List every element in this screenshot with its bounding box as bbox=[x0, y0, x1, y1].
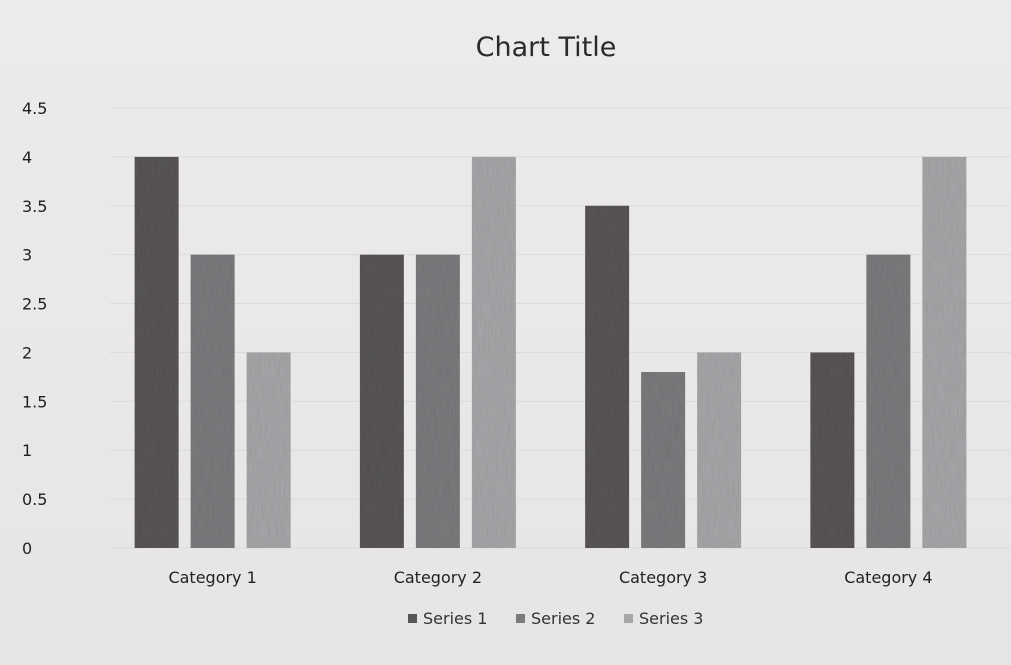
bar-series-1-category-2 bbox=[359, 254, 404, 548]
y-tick-label: 4 bbox=[22, 148, 32, 167]
x-axis-ticks: Category 1 Category 2 Category 3 Category 4 bbox=[168, 568, 932, 587]
legend-swatch-series-1 bbox=[408, 614, 417, 623]
y-tick-label: 2 bbox=[22, 343, 32, 362]
y-tick-label: 0.5 bbox=[22, 490, 47, 509]
x-tick-label: Category 4 bbox=[844, 568, 932, 587]
y-tick-label: 1 bbox=[22, 441, 32, 460]
x-tick-label: Category 1 bbox=[168, 568, 256, 587]
bar-series-2-category-3 bbox=[641, 372, 686, 548]
y-axis-ticks: 0 0.5 1 1.5 2 2.5 3 3.5 4 4.5 bbox=[22, 99, 47, 558]
bar-series-3-category-2 bbox=[471, 156, 516, 548]
legend-label-series-3: Series 3 bbox=[639, 609, 703, 628]
bars bbox=[134, 156, 967, 548]
bar-series-3-category-4 bbox=[922, 156, 967, 548]
bar-series-3-category-3 bbox=[697, 352, 742, 548]
y-tick-label: 4.5 bbox=[22, 99, 47, 118]
bar-series-1-category-3 bbox=[585, 205, 630, 548]
y-tick-label: 3 bbox=[22, 246, 32, 265]
bar-series-1-category-4 bbox=[810, 352, 855, 548]
x-tick-label: Category 3 bbox=[619, 568, 707, 587]
legend: Series 1 Series 2 Series 3 bbox=[408, 609, 703, 628]
bar-series-2-category-2 bbox=[415, 254, 460, 548]
y-tick-label: 2.5 bbox=[22, 295, 47, 314]
legend-swatch-series-3 bbox=[624, 614, 633, 623]
y-tick-label: 0 bbox=[22, 539, 32, 558]
chart-title: Chart Title bbox=[476, 32, 617, 63]
legend-swatch-series-2 bbox=[516, 614, 525, 623]
bar-series-3-category-1 bbox=[246, 352, 291, 548]
y-tick-label: 1.5 bbox=[22, 392, 47, 411]
bar-series-2-category-4 bbox=[866, 254, 911, 548]
bar-series-1-category-1 bbox=[134, 156, 179, 548]
legend-label-series-2: Series 2 bbox=[531, 609, 595, 628]
legend-label-series-1: Series 1 bbox=[423, 609, 487, 628]
bar-series-2-category-1 bbox=[190, 254, 235, 548]
y-tick-label: 3.5 bbox=[22, 197, 47, 216]
x-tick-label: Category 2 bbox=[394, 568, 482, 587]
